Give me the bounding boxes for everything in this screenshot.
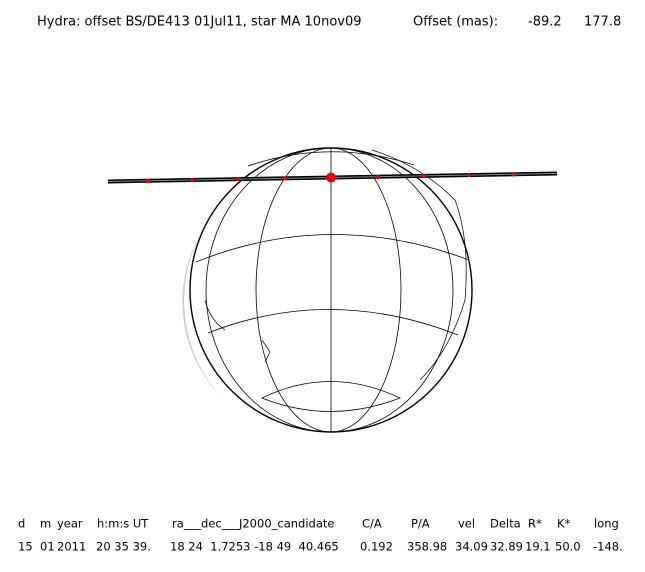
header: Hydra: offset BS/DE413 01Jul11, star MA … — [37, 15, 621, 30]
equator — [195, 234, 470, 263]
globe — [182, 147, 473, 433]
time-dot — [512, 172, 516, 177]
meridian — [255, 147, 332, 433]
coastline — [204, 299, 226, 331]
table-cell: 0.192 — [360, 540, 393, 554]
column-header: vel — [458, 517, 475, 531]
column-header: year — [57, 517, 83, 531]
column-header: ra___dec___J2000_candidate — [172, 517, 334, 531]
table-cell: 19.1 — [525, 540, 551, 554]
parallel — [207, 309, 459, 336]
time-dot — [467, 173, 471, 177]
meridian — [205, 147, 332, 433]
meridian — [330, 147, 402, 433]
time-dot — [236, 177, 240, 181]
table-cell: 34.09 — [455, 540, 488, 554]
column-header: C/A — [362, 517, 382, 531]
meridian — [330, 147, 454, 433]
column-header: R* — [528, 517, 542, 531]
table-cell: 20 35 39. — [96, 540, 151, 554]
occultation-path — [107, 171, 558, 184]
title: Hydra: offset BS/DE413 01Jul11, star MA … — [37, 15, 362, 30]
data-table: d m year h:m:s UT ra___dec___J2000_candidate… — [18, 517, 623, 554]
offset-label: Offset (mas): — [413, 15, 498, 30]
column-header: d — [18, 517, 25, 531]
column-header: long — [594, 517, 619, 531]
column-header: P/A — [411, 517, 430, 531]
closest-approach — [326, 172, 336, 183]
antarctica — [261, 381, 402, 412]
time-dot — [376, 175, 380, 179]
offset-value: -89.2 — [528, 15, 562, 30]
table-cell: 32.89 — [490, 540, 523, 554]
column-header: h:m:s UT — [97, 517, 149, 531]
table-cell: 2011 — [57, 540, 86, 554]
parallel — [247, 151, 415, 167]
column-header: m — [40, 517, 51, 531]
time-dot — [146, 179, 150, 183]
coastline — [371, 149, 467, 381]
table-cell: 50.0 — [555, 540, 581, 554]
column-header: Delta — [490, 517, 521, 531]
time-dot — [283, 176, 287, 181]
table-cell: 18 24 1.7253 -18 49 40.465 — [170, 540, 339, 554]
table-cell: 15 — [18, 540, 33, 554]
table-cell: 01 — [40, 540, 55, 554]
offset-value: 177.8 — [584, 15, 621, 30]
time-dot — [190, 178, 194, 182]
coastline — [261, 339, 271, 363]
table-cell: -148. — [593, 540, 623, 554]
time-dot — [422, 174, 426, 178]
column-header: K* — [557, 517, 571, 531]
table-cell: 358.98 — [407, 540, 447, 554]
